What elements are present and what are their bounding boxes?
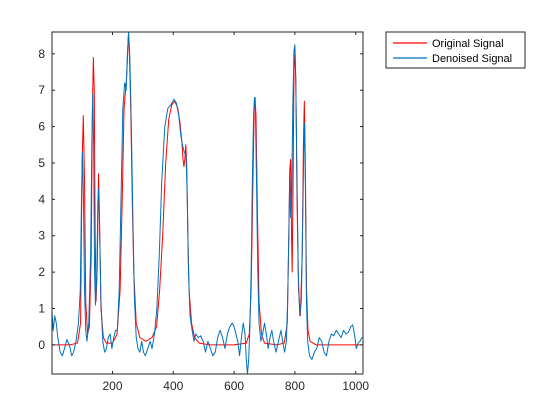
y-tick-label: 8	[38, 47, 45, 61]
x-tick-label: 600	[224, 379, 244, 393]
y-tick-label: 2	[38, 265, 45, 279]
plot-frame	[51, 31, 364, 375]
x-tick-label: 1000	[342, 379, 369, 393]
x-tick-label: 200	[102, 379, 122, 393]
legend-label-original: Original Signal	[432, 38, 504, 50]
legend-label-denoised: Denoised Signal	[432, 53, 512, 65]
legend-box	[385, 31, 526, 69]
x-tick-label: 400	[163, 379, 183, 393]
plot-area	[52, 32, 363, 374]
y-tick-label: 4	[38, 192, 45, 206]
y-tick-label: 0	[38, 338, 45, 352]
y-tick-label: 7	[38, 83, 45, 97]
y-tick-label: 5	[38, 156, 45, 170]
series-layer	[51, 31, 363, 375]
y-tick-label: 3	[38, 229, 45, 243]
x-tick-label: 800	[285, 379, 305, 393]
legend: Original Signal Denoised Signal	[385, 31, 526, 69]
y-tick-label: 1	[38, 302, 45, 316]
y-tick-label: 6	[38, 120, 45, 134]
axis-layer: 200 400 600 800 1000 0 1 2 3 4 5 6 7 8	[38, 32, 369, 393]
series-line-denoised-signal	[51, 31, 363, 375]
